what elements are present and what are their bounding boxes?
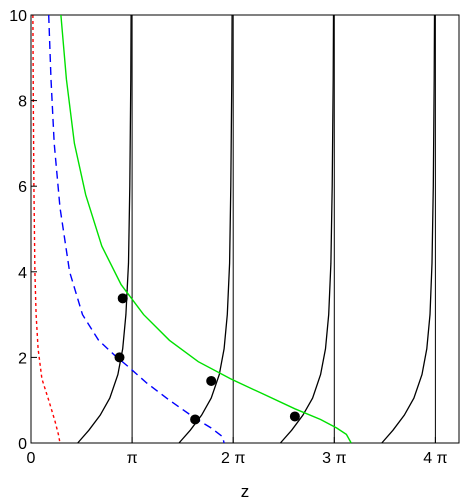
y-tick-label-1: 0 xyxy=(18,436,27,453)
y-tick-label-5: 8 xyxy=(18,94,27,111)
branch-curves xyxy=(77,14,436,444)
intersection-points xyxy=(114,293,300,425)
y-tick-label-2: 2 xyxy=(18,350,27,367)
x-tick-label-5: 4 π xyxy=(423,450,447,467)
branch-curve-3 xyxy=(279,14,335,444)
intersection-point-1 xyxy=(114,352,125,363)
branch-curve-2 xyxy=(178,14,233,444)
x-tick-label-1: 0 xyxy=(27,450,36,467)
series-line-2 xyxy=(48,14,225,444)
branch-curve-1 xyxy=(77,14,132,444)
x-tick-label-4: 3 π xyxy=(322,450,346,467)
x-tick-label-3: 2 π xyxy=(221,450,245,467)
y-axis-ticks: 0 2 4 6 8 10 xyxy=(9,8,37,453)
intersection-point-4 xyxy=(206,375,217,386)
intersection-point-3 xyxy=(190,414,201,425)
y-tick-label-3: 4 xyxy=(18,265,27,282)
series-lines xyxy=(32,14,352,444)
plot-frame xyxy=(30,14,460,444)
vertical-lines xyxy=(131,15,436,443)
y-tick-label-6: 10 xyxy=(9,8,27,25)
series-line-3 xyxy=(60,14,352,444)
x-axis-ticks: 0 π 2 π 3 π 4 π xyxy=(27,437,448,467)
y-tick-label-4: 6 xyxy=(18,179,27,196)
x-axis-label: z xyxy=(241,482,250,501)
series-line-1 xyxy=(32,14,61,444)
x-tick-label-2: π xyxy=(127,450,138,467)
branch-curve-4 xyxy=(381,14,436,444)
intersection-point-2 xyxy=(117,293,128,304)
intersection-point-5 xyxy=(289,411,300,422)
